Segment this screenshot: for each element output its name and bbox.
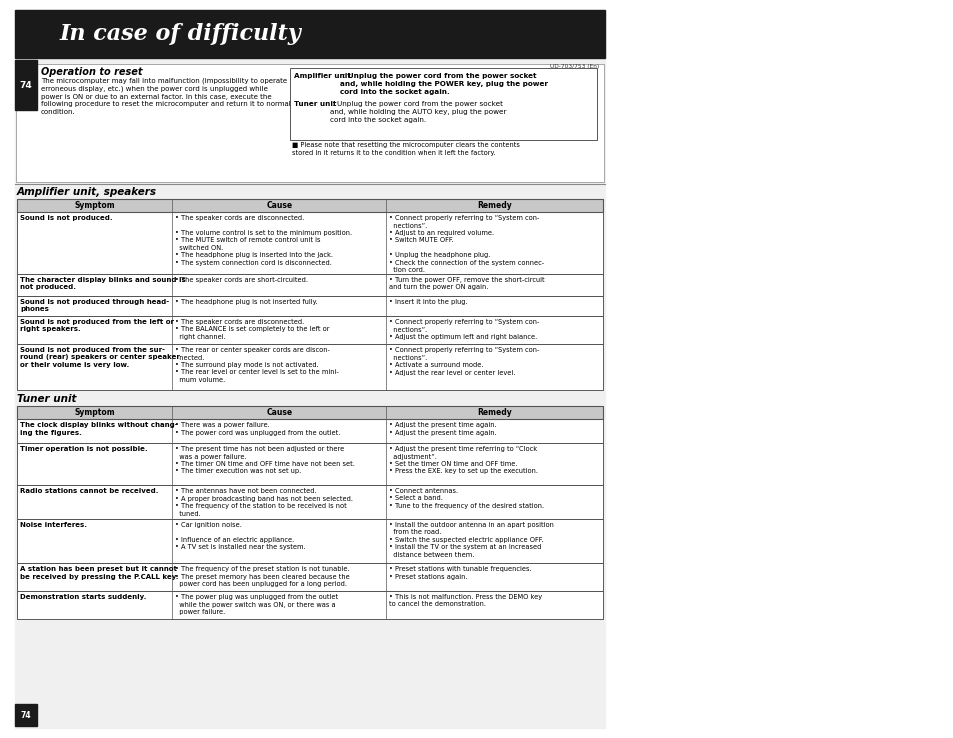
Text: 74: 74 [21,711,31,720]
Text: • Preset stations with tunable frequencies.
• Preset stations again.: • Preset stations with tunable frequenci… [389,566,531,579]
Text: • The power plug was unplugged from the outlet
  while the power switch was ON, : • The power plug was unplugged from the … [175,594,338,615]
Text: • The speaker cords are disconnected.
• The BALANCE is set completely to the lef: • The speaker cords are disconnected. • … [175,319,330,340]
Text: • The speaker cords are short-circuited.: • The speaker cords are short-circuited. [175,277,308,283]
Text: Cause: Cause [266,408,292,417]
Bar [17,419,602,443]
Bar [17,563,602,591]
Text: A station has been preset but it cannot
be received by pressing the P.CALL key.: A station has been preset but it cannot … [20,566,178,579]
Text: Sound is not produced from the left or
right speakers.: Sound is not produced from the left or r… [20,319,173,333]
Text: • Turn the power OFF, remove the short-circuit
and turn the power ON again.: • Turn the power OFF, remove the short-c… [389,277,544,291]
Text: Tuner unit: Tuner unit [17,394,76,404]
Text: • Install the outdoor antenna in an apart position
  from the road.
• Switch the: • Install the outdoor antenna in an apar… [389,522,554,558]
Bar [17,199,602,212]
Text: • Connect properly referring to “System con-
  nections”.
• Adjust the optimum l: • Connect properly referring to “System … [389,319,539,340]
Text: 74: 74 [20,80,32,89]
Text: Timer operation is not possible.: Timer operation is not possible. [20,446,148,452]
Text: Remedy: Remedy [476,201,512,210]
Text: Operation to reset: Operation to reset [41,67,142,77]
Text: • Insert it into the plug.: • Insert it into the plug. [389,299,467,305]
Text: Symptom: Symptom [74,408,115,417]
Text: Tuner unit: Tuner unit [294,101,336,107]
Bar [17,406,602,419]
Text: UD-703/753 (En): UD-703/753 (En) [549,64,598,69]
Text: Amplifier unit: Amplifier unit [294,73,351,79]
Bar [17,406,602,419]
Bar [17,274,602,296]
Bar [17,563,602,591]
Bar [17,485,602,519]
Text: • The frequency of the preset station is not tunable.
• The preset memory has be: • The frequency of the preset station is… [175,566,350,587]
Bar [17,316,602,344]
Text: • The rear or center speaker cords are discon-
  nected.
• The surround play mod: • The rear or center speaker cords are d… [175,347,338,383]
Bar [15,10,604,58]
Text: ■ Please note that resetting the microcomputer clears the contents
stored in it : ■ Please note that resetting the microco… [292,142,519,156]
Text: The clock display blinks without chang-
ing the figures.: The clock display blinks without chang- … [20,422,177,435]
Text: • The antennas have not been connected.
• A proper broadcasting band has not bee: • The antennas have not been connected. … [175,488,353,517]
Text: : Unplug the power cord from the power socket
and, while holding the AUTO key, p: : Unplug the power cord from the power s… [330,101,506,123]
Text: • Car ignition noise.

• Influence of an electric appliance.
• A TV set is insta: • Car ignition noise. • Influence of an … [175,522,306,551]
Bar [17,212,602,274]
Text: Demonstration starts suddenly.: Demonstration starts suddenly. [20,594,146,600]
Text: • Connect properly referring to “System con-
  nections”.
• Activate a surround : • Connect properly referring to “System … [389,347,539,376]
Text: Sound is not produced from the sur-
round (rear) speakers or center speaker
or t: Sound is not produced from the sur- roun… [20,347,180,368]
Text: Cause: Cause [266,201,292,210]
Bar [17,212,602,274]
Text: • The speaker cords are disconnected.

• The volume control is set to the minimu: • The speaker cords are disconnected. • … [175,215,352,266]
Bar [17,274,602,296]
Bar [17,519,602,563]
Text: Symptom: Symptom [74,201,115,210]
Bar [17,443,602,485]
Text: Amplifier unit, speakers: Amplifier unit, speakers [17,187,157,197]
Bar [17,519,602,563]
Text: • Connect properly referring to “System con-
  nections”.
• Adjust to an require: • Connect properly referring to “System … [389,215,544,274]
Text: • Adjust the present time referring to “Clock
  adjustment”.
• Set the timer ON : • Adjust the present time referring to “… [389,446,537,475]
Bar [17,316,602,344]
Bar [290,68,597,140]
Bar [15,60,37,110]
Text: Noise interferes.: Noise interferes. [20,522,87,528]
Bar [17,344,602,390]
Bar [17,485,602,519]
Text: Remedy: Remedy [476,408,512,417]
Text: Radio stations cannot be received.: Radio stations cannot be received. [20,488,158,494]
Bar [17,296,602,316]
Bar [17,199,602,212]
Bar [16,64,603,182]
Text: In case of difficulty: In case of difficulty [60,23,301,45]
Bar [15,704,37,726]
Text: Sound is not produced.: Sound is not produced. [20,215,112,221]
Bar [17,591,602,619]
Bar [17,443,602,485]
Text: : Unplug the power cord from the power socket
and, while holding the POWER key, : : Unplug the power cord from the power s… [339,73,547,95]
Text: • The present time has not been adjusted or there
  was a power failure.
• The t: • The present time has not been adjusted… [175,446,355,475]
Bar [17,296,602,316]
Bar [15,10,604,728]
Bar [17,419,602,443]
Bar [17,344,602,390]
Text: • The headphone plug is not inserted fully.: • The headphone plug is not inserted ful… [175,299,317,305]
Text: • There was a power failure.
• The power cord was unplugged from the outlet.: • There was a power failure. • The power… [175,422,340,435]
Text: Sound is not produced through head-
phones: Sound is not produced through head- phon… [20,299,169,312]
Bar [17,591,602,619]
Text: • Adjust the present time again.
• Adjust the present time again.: • Adjust the present time again. • Adjus… [389,422,497,435]
Text: • This is not malfunction. Press the DEMO key
to cancel the demonstration.: • This is not malfunction. Press the DEM… [389,594,541,607]
Text: The microcomputer may fall into malfunction (impossibility to operate
erroneous : The microcomputer may fall into malfunct… [41,77,291,115]
Text: The character display blinks and sound is
not produced.: The character display blinks and sound i… [20,277,186,291]
Text: • Connect antennas.
• Select a band.
• Tune to the frequency of the desired stat: • Connect antennas. • Select a band. • T… [389,488,544,509]
